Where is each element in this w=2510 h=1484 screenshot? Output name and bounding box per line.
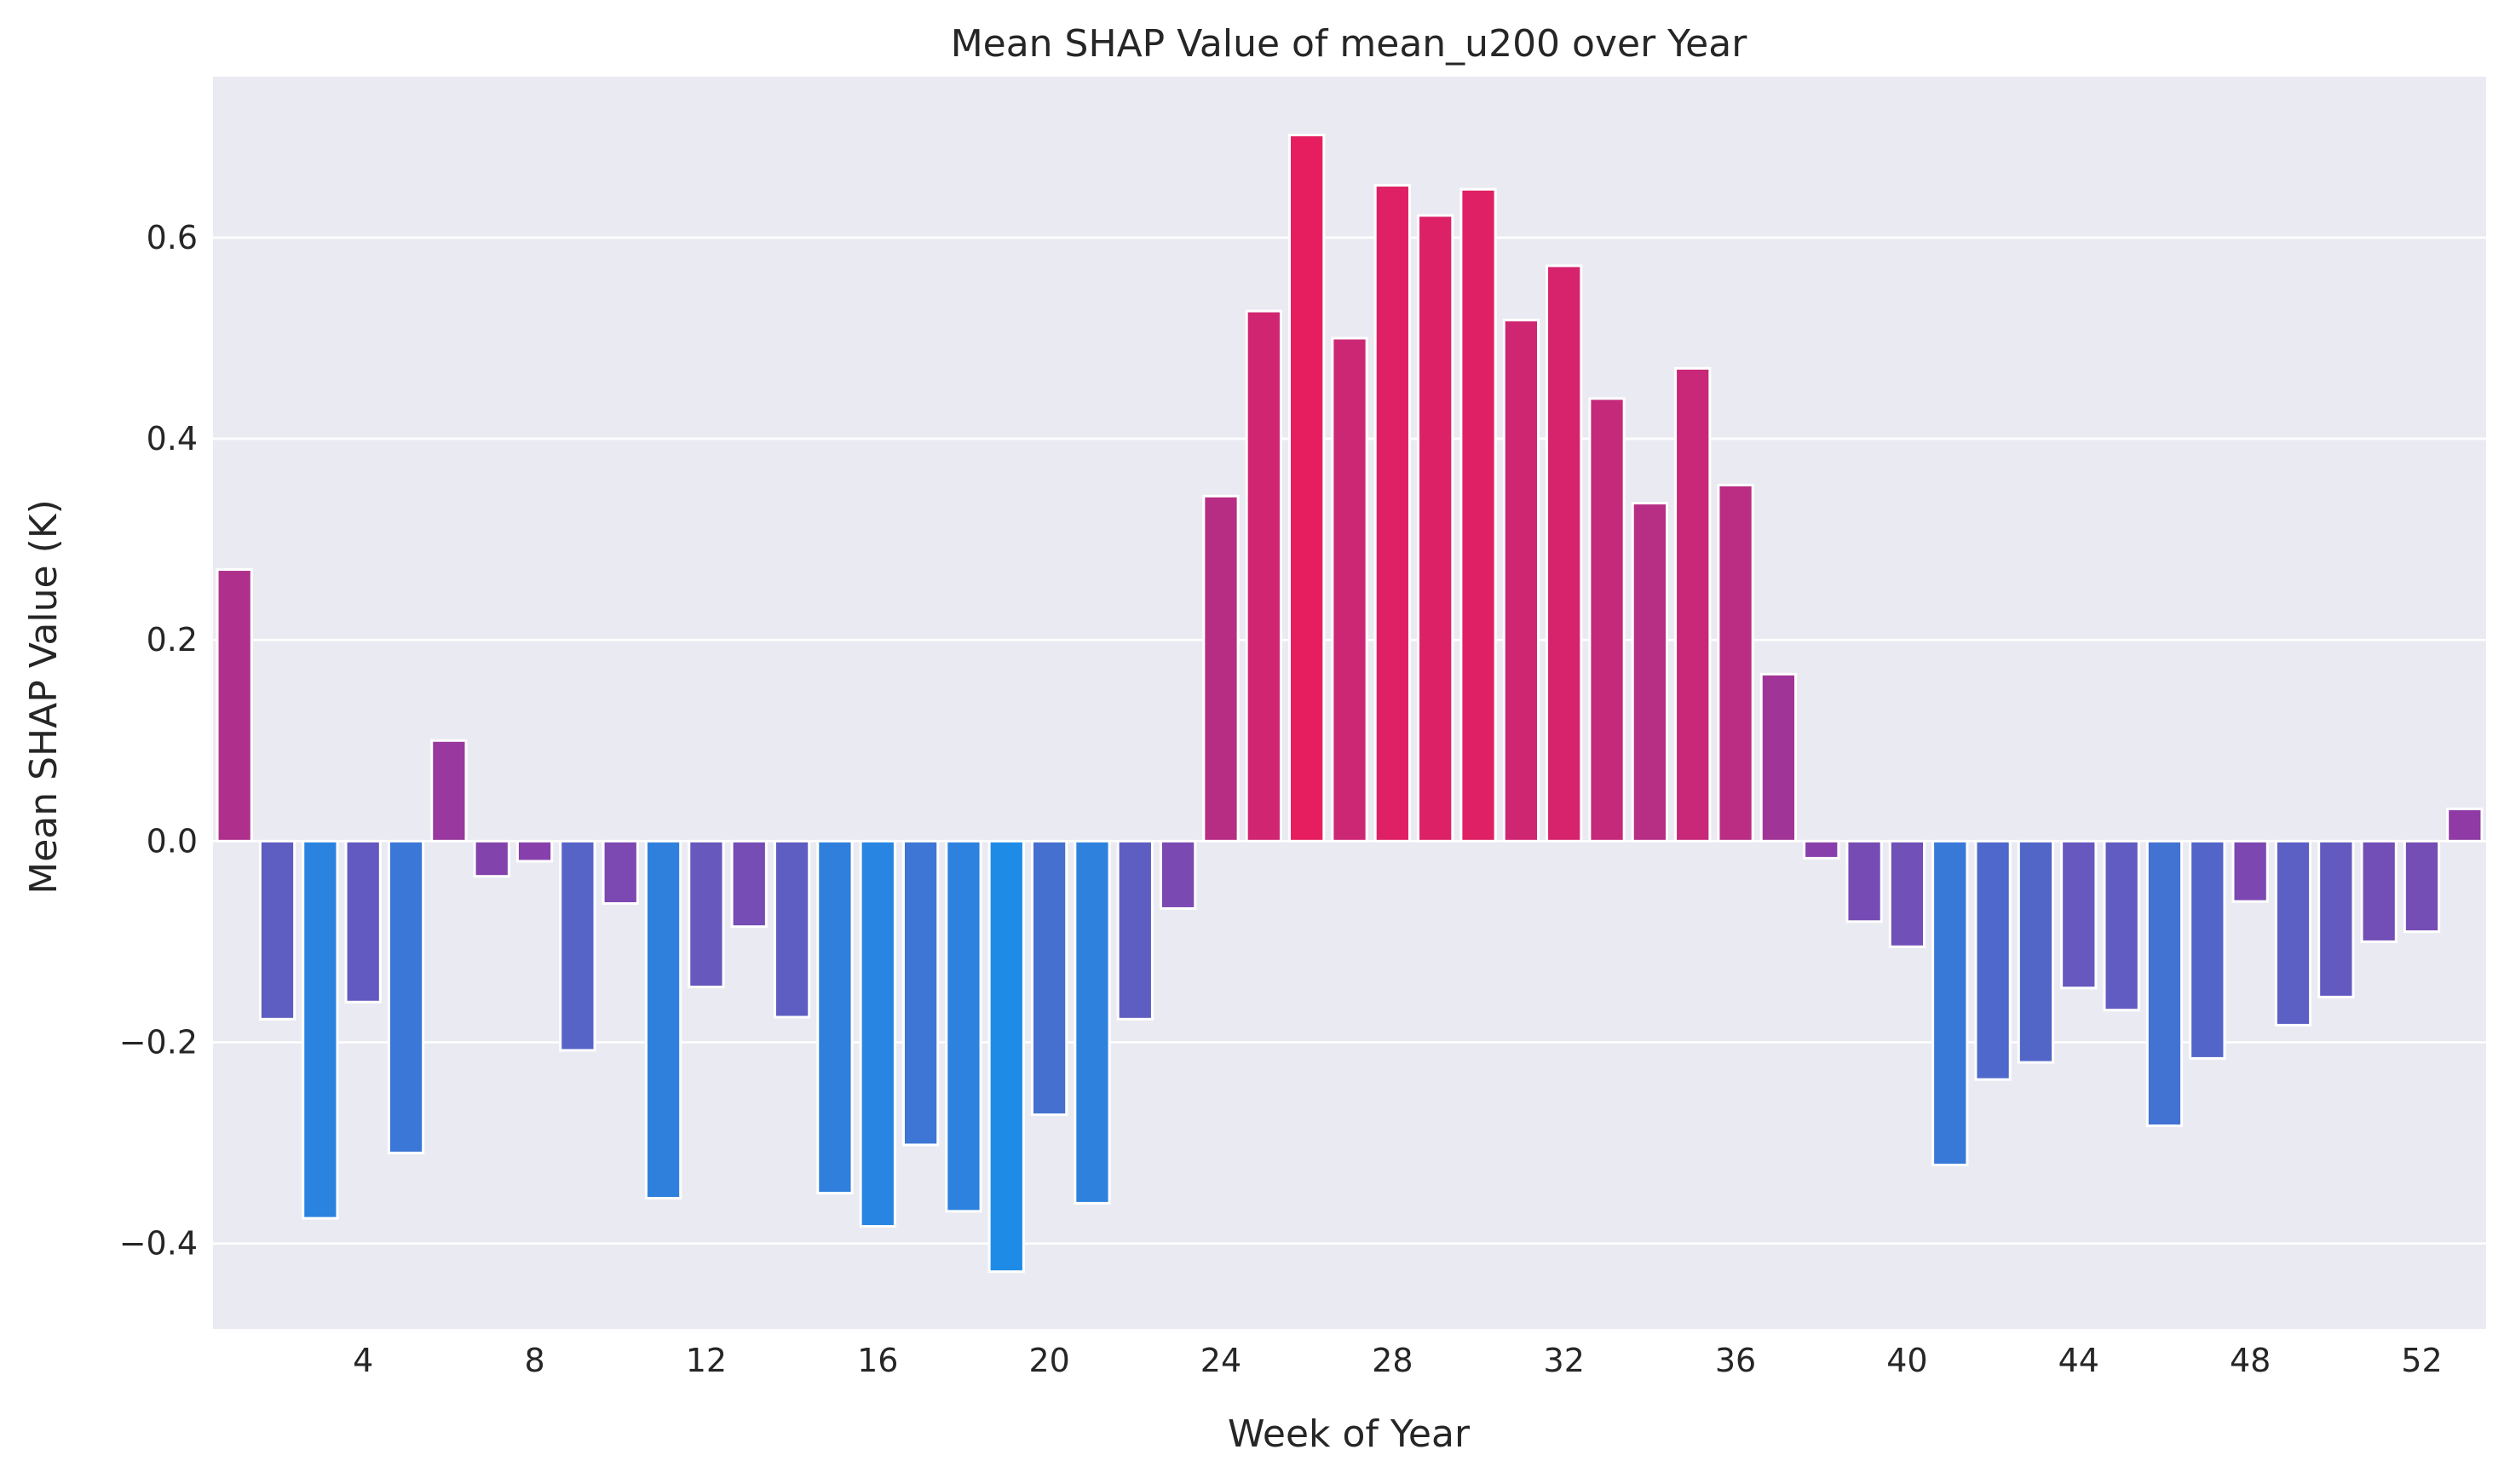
bar-week-10 <box>602 839 639 906</box>
bar-week-28 <box>1373 184 1411 843</box>
bar-week-15 <box>816 839 854 1195</box>
bar-week-3 <box>302 839 339 1220</box>
bar-week-19 <box>987 839 1025 1274</box>
bars <box>216 133 2484 1274</box>
bar-week-21 <box>1074 839 1111 1205</box>
bar-week-22 <box>1116 839 1154 1021</box>
x-tick-label: 4 <box>353 1342 373 1379</box>
bar-week-40 <box>1888 839 1926 948</box>
bar-week-47 <box>2189 839 2226 1060</box>
x-tick-labels: 4 8 12 16 20 24 28 32 36 40 44 48 52 <box>353 1342 2443 1379</box>
bar-week-27 <box>1331 336 1368 843</box>
bar-week-31 <box>1502 319 1540 843</box>
bar-week-12 <box>688 839 725 989</box>
bar-week-14 <box>773 839 811 1019</box>
bar-week-7 <box>473 839 510 878</box>
x-tick-label: 8 <box>524 1342 544 1379</box>
x-tick-label: 48 <box>2230 1342 2271 1379</box>
bar-week-51 <box>2360 839 2398 943</box>
x-tick-label: 52 <box>2401 1342 2442 1379</box>
bar-week-52 <box>2403 839 2441 934</box>
bar-week-17 <box>901 839 940 1147</box>
bar-week-5 <box>387 839 425 1154</box>
bar-week-20 <box>1030 839 1068 1117</box>
bar-week-34 <box>1631 502 1669 843</box>
bar-week-49 <box>2274 839 2312 1027</box>
bar-week-42 <box>1974 839 2012 1081</box>
bar-week-37 <box>1759 672 1798 843</box>
y-tick-label: 0.0 <box>147 822 198 860</box>
x-tick-label: 36 <box>1715 1342 1756 1379</box>
y-tick-label: −0.2 <box>119 1023 198 1061</box>
bar-week-16 <box>859 839 896 1228</box>
bar-week-23 <box>1160 839 1197 910</box>
bar-week-29 <box>1417 214 1454 843</box>
bar-week-48 <box>2231 839 2269 903</box>
bar-week-35 <box>1674 366 1712 843</box>
x-tick-label: 28 <box>1372 1342 1413 1379</box>
bar-week-6 <box>430 739 468 843</box>
bar-week-41 <box>1931 839 1969 1167</box>
bar-week-9 <box>559 839 596 1052</box>
x-tick-label: 16 <box>857 1342 898 1379</box>
bar-week-38 <box>1803 839 1840 860</box>
x-axis-label: Week of Year <box>1228 1412 1471 1456</box>
x-tick-label: 12 <box>686 1342 727 1379</box>
bar-week-53 <box>2446 808 2484 843</box>
bar-week-39 <box>1845 839 1883 923</box>
bar-week-24 <box>1202 494 1240 843</box>
x-tick-label: 40 <box>1886 1342 1927 1379</box>
bar-week-33 <box>1588 397 1626 843</box>
y-tick-labels: −0.4 −0.2 0.0 0.2 0.4 0.6 <box>119 219 198 1263</box>
x-tick-label: 20 <box>1028 1342 1069 1379</box>
x-tick-label: 24 <box>1200 1342 1241 1379</box>
bar-week-18 <box>945 839 982 1213</box>
x-tick-label: 32 <box>1544 1342 1585 1379</box>
bar-week-45 <box>2103 839 2140 1012</box>
bar-week-43 <box>2017 839 2055 1064</box>
bar-week-11 <box>644 839 682 1200</box>
y-tick-label: 0.2 <box>147 621 198 659</box>
y-tick-label: 0.6 <box>147 219 198 256</box>
bar-week-44 <box>2060 839 2098 990</box>
bar-week-1 <box>216 568 253 843</box>
y-tick-label: 0.4 <box>147 420 198 457</box>
chart-title: Mean SHAP Value of mean_u200 over Year <box>951 22 1748 66</box>
bar-week-26 <box>1288 133 1326 843</box>
bar-week-13 <box>730 839 768 929</box>
y-axis-label: Mean SHAP Value (K) <box>22 499 66 894</box>
bar-week-25 <box>1245 309 1282 843</box>
bar-week-46 <box>2145 839 2184 1127</box>
bar-week-4 <box>344 839 382 1004</box>
bar-week-30 <box>1459 187 1497 843</box>
x-tick-label: 44 <box>2058 1342 2099 1379</box>
bar-week-2 <box>258 839 296 1021</box>
bar-week-50 <box>2317 839 2355 998</box>
bar-week-36 <box>1717 483 1754 843</box>
y-tick-label: −0.4 <box>119 1225 198 1263</box>
bar-week-8 <box>515 839 554 863</box>
bar-week-32 <box>1546 264 1583 843</box>
